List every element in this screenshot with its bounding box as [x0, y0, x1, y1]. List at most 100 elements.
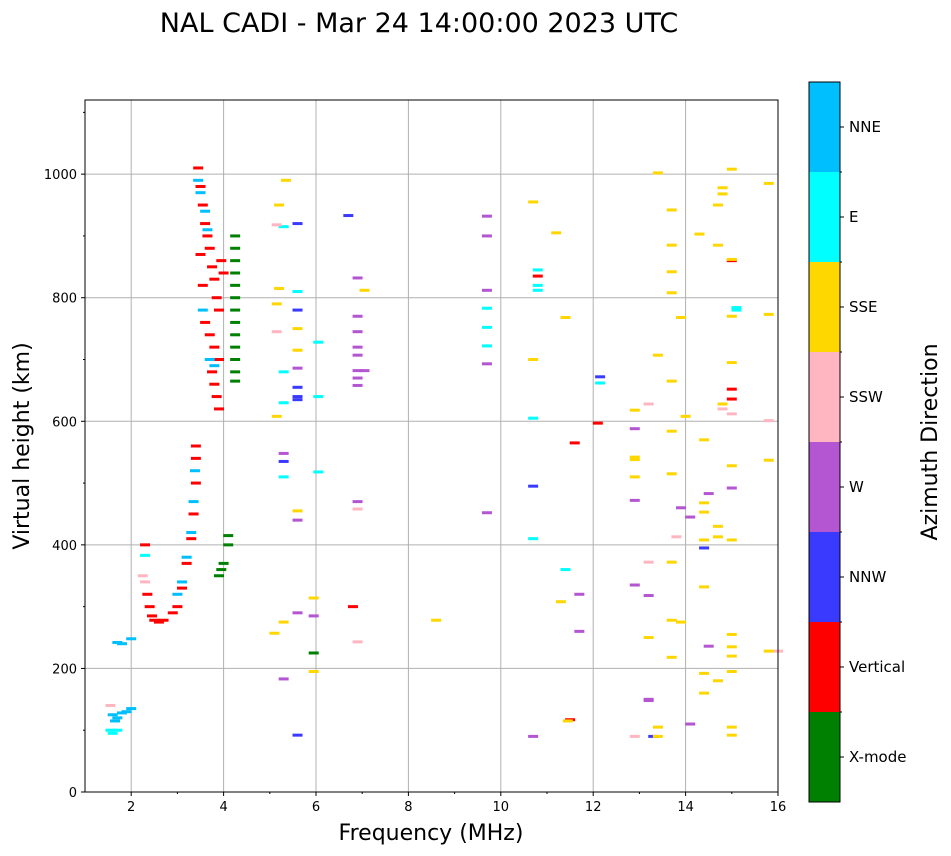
x-axis-label: Frequency (MHz): [339, 821, 524, 846]
data-point-nnw: [292, 308, 303, 312]
data-point-vertical: [181, 561, 192, 565]
y-axis-label: Virtual height (km): [10, 342, 35, 549]
data-point-w: [481, 362, 492, 366]
data-point-sse: [726, 167, 737, 171]
data-point-vertical: [209, 382, 220, 386]
data-point-sse: [699, 438, 710, 442]
data-point-x-mode: [223, 543, 234, 547]
data-point-x-mode: [230, 320, 241, 324]
data-point-w: [685, 515, 696, 519]
data-point-sse: [666, 560, 677, 564]
data-point-sse: [652, 353, 663, 357]
data-point-w: [292, 611, 303, 615]
data-point-w: [352, 345, 363, 349]
data-point-sse: [629, 408, 640, 412]
data-point-ssw: [671, 535, 682, 539]
colorbar-swatch: [809, 712, 840, 802]
data-point-sse: [726, 464, 737, 468]
x-tick-label: 16: [770, 800, 787, 815]
colorbar-label: E: [849, 208, 858, 226]
y-tick-label: 200: [52, 662, 77, 677]
data-point-vertical: [213, 308, 224, 312]
data-point-w: [352, 369, 363, 373]
y-tick-label: 0: [69, 786, 77, 801]
data-point-x-mode: [216, 568, 227, 572]
data-point-sse: [763, 312, 774, 316]
data-point-sse: [528, 358, 539, 361]
data-point-nne: [126, 707, 137, 711]
data-point-vertical: [193, 166, 204, 170]
data-point-sse: [359, 288, 370, 292]
plot-frame: [84, 99, 779, 793]
data-point-sse: [629, 475, 640, 479]
data-point-nne: [200, 209, 211, 213]
data-point-sse: [629, 458, 640, 462]
data-point-ssw: [629, 734, 640, 738]
data-point-sse: [652, 734, 663, 738]
data-point-vertical: [592, 421, 603, 425]
data-point-w: [685, 722, 696, 726]
data-point-vertical: [211, 296, 222, 300]
data-point-x-mode: [223, 534, 234, 538]
data-point-vertical: [188, 512, 199, 516]
data-point-vertical: [195, 185, 206, 188]
data-point-sse: [712, 203, 723, 207]
data-point-ssw: [140, 580, 151, 584]
data-point-sse: [726, 725, 737, 729]
data-point-sse: [763, 649, 774, 653]
data-point-sse: [431, 618, 442, 622]
grid: [85, 100, 779, 793]
data-point-sse: [717, 402, 728, 406]
colorbar-frame: [808, 81, 841, 803]
data-point-w: [359, 369, 370, 373]
data-point-sse: [666, 429, 677, 433]
data-point-e: [112, 728, 123, 732]
y-tick-label: 600: [52, 415, 77, 430]
data-point-x-mode: [230, 296, 241, 300]
data-point-nne: [195, 191, 206, 195]
data-point-sse: [726, 670, 737, 674]
data-point-vertical: [158, 618, 169, 622]
data-point-nnw: [595, 375, 606, 379]
data-point-vertical: [218, 271, 229, 275]
data-point-sse: [274, 203, 285, 207]
data-point-x-mode: [230, 246, 241, 250]
data-point-e: [278, 370, 289, 374]
data-point-w: [629, 498, 640, 502]
data-point-vertical: [200, 222, 211, 226]
data-point-w: [352, 376, 363, 380]
data-point-vertical: [204, 246, 215, 250]
data-point-nne: [112, 640, 123, 644]
data-point-vertical: [190, 444, 201, 448]
data-point-nne: [204, 358, 215, 361]
data-point-nne: [189, 469, 200, 473]
data-point-nnw: [343, 214, 354, 218]
data-point-nnw: [292, 222, 303, 226]
data-point-w: [726, 486, 737, 490]
data-point-vertical: [726, 397, 737, 401]
data-point-vertical: [207, 265, 218, 269]
data-point-nne: [126, 637, 137, 641]
data-point-nne: [188, 500, 199, 504]
data-point-sse: [292, 327, 303, 331]
data-point-sse: [763, 181, 774, 185]
colorbar-swatch: [809, 262, 840, 352]
x-tick-label: 6: [312, 800, 320, 815]
data-point-vertical: [347, 605, 358, 609]
data-point-sse: [271, 414, 282, 418]
colorbar-swatch: [809, 442, 840, 532]
data-point-x-mode: [230, 333, 241, 337]
data-point-sse: [666, 618, 677, 622]
data-point-sse: [629, 455, 640, 459]
data-point-ssw: [352, 640, 363, 644]
colorbar-title: Azimuth Direction: [918, 343, 943, 540]
data-point-w: [481, 234, 492, 238]
data-point-nne: [107, 713, 118, 717]
colorbar-label: NNE: [849, 118, 881, 136]
data-point-sse: [712, 679, 723, 683]
data-point-vertical: [209, 277, 220, 281]
data-point-vertical: [142, 592, 153, 596]
colorbar-label: NNW: [849, 568, 886, 586]
data-point-sse: [694, 232, 705, 236]
data-point-w: [481, 288, 492, 292]
